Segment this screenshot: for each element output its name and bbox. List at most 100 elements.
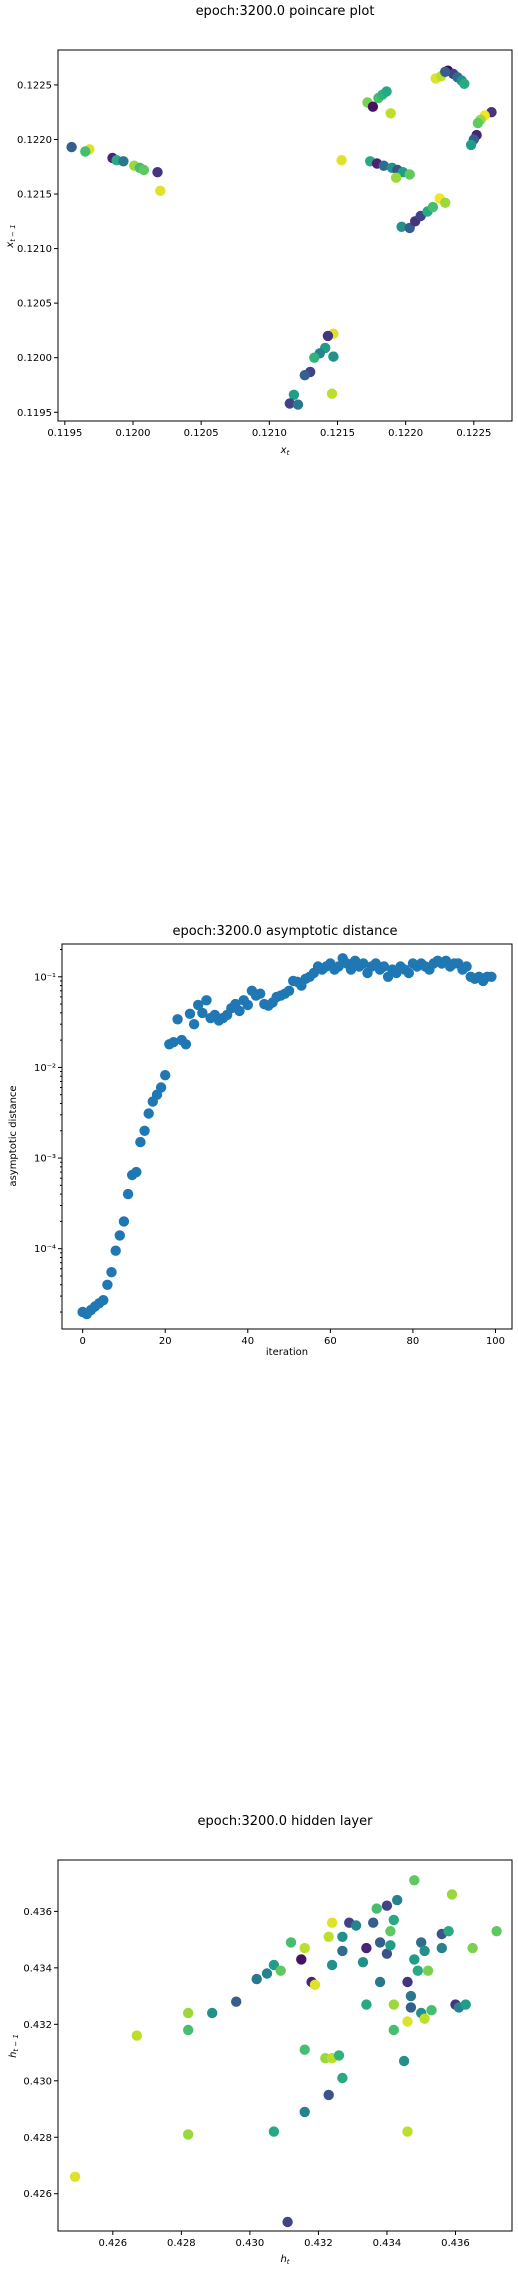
hidden-layer-chart: epoch:3200.0 hidden layer 0.426 0.428 0.43… [8, 1814, 513, 2266]
y-tick-label: 0.1200 [17, 353, 52, 364]
data-points [69, 1875, 502, 2228]
scatter-point [172, 1014, 183, 1025]
scatter-point [155, 1082, 167, 1093]
scatter-point [378, 961, 390, 972]
scatter-point [309, 352, 320, 363]
scatter-point [427, 201, 439, 213]
scatter-point [381, 86, 392, 97]
scatter-point [491, 1926, 502, 1937]
scatter-point [361, 1999, 372, 2010]
scatter-point [197, 1007, 208, 1019]
scatter-point [357, 1957, 369, 1968]
scatter-point [402, 1976, 413, 1988]
scatter-point [409, 1954, 420, 1965]
x-tick-label: 0 [79, 1336, 85, 1347]
scatter-point [402, 2126, 413, 2137]
x-tick-label: 100 [486, 1336, 505, 1347]
y-tick-label: 10⁻¹ [34, 972, 56, 983]
scatter-point [106, 1267, 117, 1278]
scatter-point [345, 964, 357, 975]
x-tick-label: 0.1210 [252, 428, 287, 439]
x-tick-label: 60 [324, 1336, 337, 1347]
scatter-point [440, 66, 451, 78]
scatter-point [138, 164, 150, 176]
scatter-point [405, 2002, 417, 2013]
scatter-point [139, 1125, 150, 1136]
scatter-point [405, 1990, 417, 2002]
x-tick-label: 0.436 [441, 2238, 470, 2249]
scatter-point [299, 1942, 310, 1954]
scatter-point [292, 399, 304, 410]
scatter-point [446, 1889, 458, 1900]
scatter-point [419, 2013, 430, 2024]
chart-title: epoch:3200.0 hidden layer [198, 1814, 374, 1829]
scatter-point [184, 1008, 196, 1019]
scatter-point [268, 1959, 280, 1971]
y-tick-label: 0.1220 [17, 135, 52, 146]
x-ticks: 0 20 40 60 80 100 [79, 1329, 505, 1347]
scatter-point [436, 1942, 447, 1954]
scatter-point [381, 1948, 393, 1959]
scatter-point [326, 1959, 338, 1971]
y-tick-label: 0.1225 [17, 80, 52, 91]
scatter-point [461, 961, 472, 972]
y-axis-label: ht − 1 [8, 2034, 20, 2058]
scatter-point [337, 2072, 348, 2084]
scatter-point [285, 1937, 297, 1948]
scatter-point [275, 1965, 286, 1976]
y-ticks: 0.1195 0.1200 0.1205 0.1210 0.1215 0.1220 0.12… [17, 80, 58, 419]
y-tick-label: 0.436 [23, 1907, 52, 1918]
scatter-point [66, 141, 77, 153]
plot-frame [57, 1859, 513, 2232]
x-tick-label: 0.1195 [47, 428, 82, 439]
scatter-point [131, 1166, 142, 1178]
scatter-point [460, 1999, 471, 2010]
scatter-point [385, 1926, 396, 1937]
x-tick-label: 0.426 [99, 2238, 128, 2249]
scatter-point [371, 1903, 382, 1914]
scatter-point [374, 1937, 386, 1948]
scatter-point [467, 1942, 478, 1954]
scatter-point [416, 1937, 427, 1948]
y-tick-label: 0.434 [23, 1963, 52, 1974]
y-tick-label: 0.1215 [17, 190, 52, 201]
scatter-point [323, 2089, 334, 2101]
x-tick-label: 0.1205 [184, 428, 219, 439]
scatter-point [486, 971, 497, 982]
scatter-point [122, 1188, 134, 1200]
scatter-point [242, 999, 253, 1011]
scatter-point [183, 2024, 194, 2036]
poincare-chart: epoch:3200.0 poincare plot 0.1195 0.1200 0… [5, 4, 513, 457]
plot-frame [57, 49, 513, 422]
x-axis-label: iteration [266, 1347, 308, 1358]
scatter-point [361, 1942, 372, 1954]
x-tick-label: 0.428 [167, 2238, 196, 2249]
y-tick-label: 0.428 [23, 2133, 52, 2144]
scatter-point [118, 1216, 130, 1227]
scatter-point [282, 2216, 293, 2228]
scatter-point [422, 1965, 434, 1976]
x-ticks: 0.1195 0.1200 0.1205 0.1210 0.1215 0.1220 0.12… [47, 421, 491, 439]
scatter-point [374, 1976, 386, 1988]
chart-title: epoch:3200.0 asymptotic distance [172, 924, 397, 939]
x-axis-label: ht [280, 2254, 289, 2266]
x-tick-label: 0.1215 [320, 428, 355, 439]
y-tick-label: 0.432 [23, 2020, 52, 2031]
scatter-point [358, 958, 369, 969]
scatter-point [284, 398, 295, 409]
x-tick-label: 0.1225 [456, 428, 491, 439]
x-axis-label: xt [280, 445, 290, 457]
scatter-point [102, 1279, 113, 1290]
scatter-point [337, 1945, 348, 1957]
scatter-point [388, 1999, 399, 2010]
data-points [77, 953, 497, 1320]
scatter-point [114, 1230, 126, 1241]
scatter-point [378, 160, 389, 171]
x-tick-label: 0.434 [373, 2238, 402, 2249]
x-tick-label: 0.1220 [388, 428, 423, 439]
y-tick-label: 0.1210 [17, 244, 52, 255]
scatter-point [180, 1039, 192, 1050]
scatter-point [268, 2126, 280, 2137]
scatter-point [309, 1979, 321, 1990]
scatter-point [288, 389, 300, 400]
